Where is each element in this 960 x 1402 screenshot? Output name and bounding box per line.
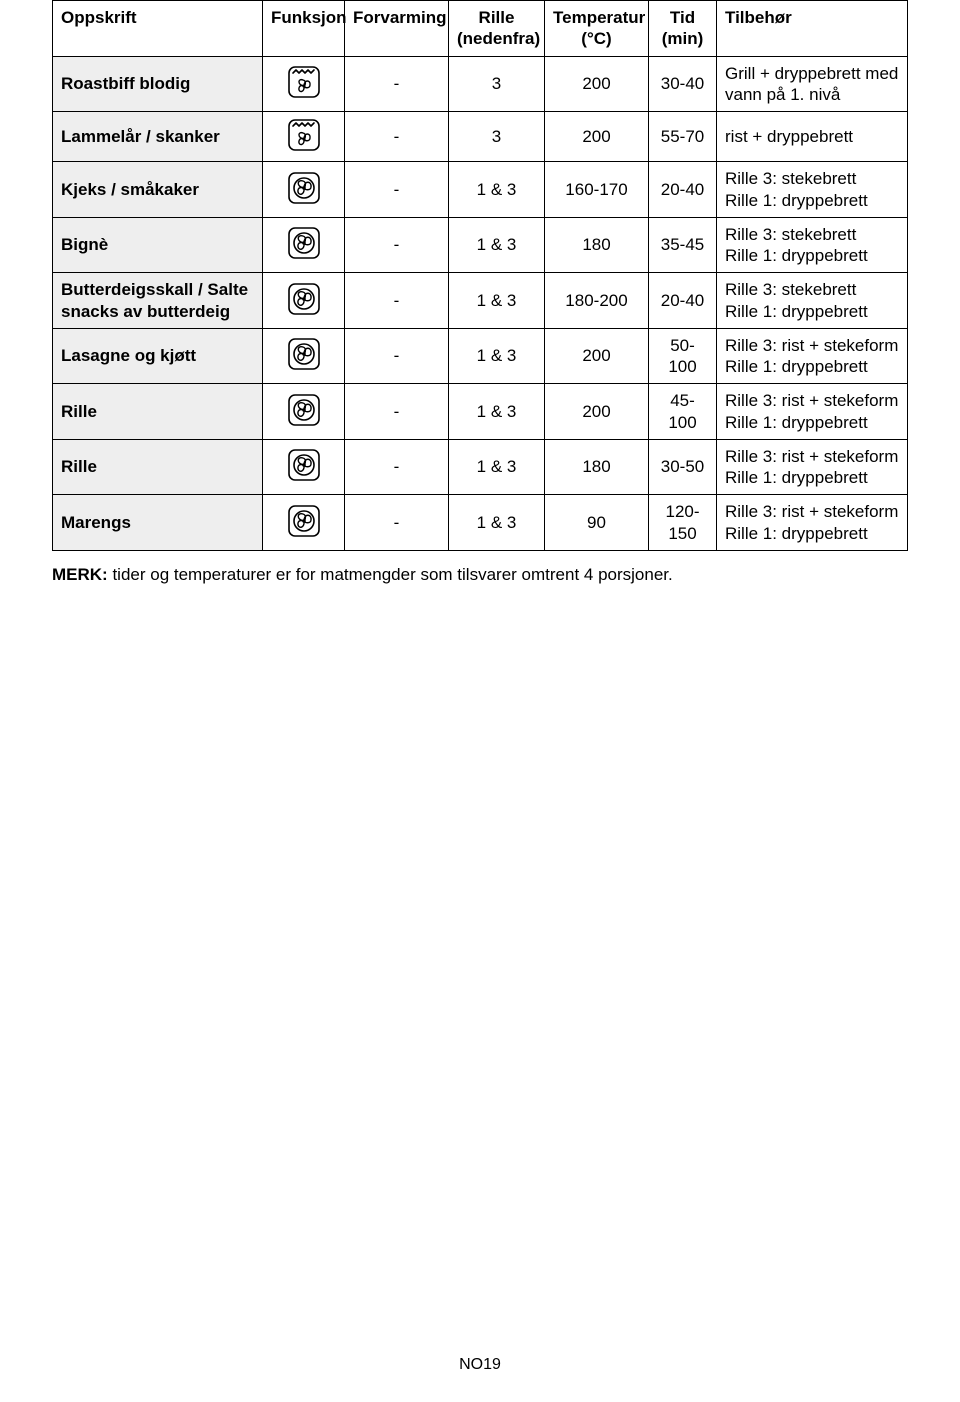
shelf-cell: 1 & 3 (449, 384, 545, 440)
preheat-cell: - (345, 217, 449, 273)
shelf-cell: 1 & 3 (449, 273, 545, 329)
table-row: Kjeks / småkaker -1 & 3160-17020-40Rille … (53, 162, 908, 218)
accessories-cell: Rille 3: stekebrettRille 1: dryppebrett (717, 217, 908, 273)
table-row: Roastbiff blodig -320030-40Grill + dryppe… (53, 56, 908, 112)
temp-cell: 90 (545, 495, 649, 551)
accessories-cell: Rille 3: rist + stekeformRille 1: dryppe… (717, 439, 908, 495)
shelf-cell: 1 & 3 (449, 439, 545, 495)
temp-cell: 180-200 (545, 273, 649, 329)
function-cell (263, 112, 345, 162)
col-accessories: Tilbehør (717, 1, 908, 57)
grill-fan-icon (287, 118, 321, 152)
recipe-cell: Lasagne og kjøtt (53, 328, 263, 384)
recipe-cell: Roastbiff blodig (53, 56, 263, 112)
function-cell (263, 384, 345, 440)
table-row: Rille -1 & 318030-50Rille 3: rist + steke… (53, 439, 908, 495)
time-cell: 120-150 (649, 495, 717, 551)
fan-icon (287, 504, 321, 538)
page: Oppskrift Funksjon Forvarming Rille (ned… (0, 0, 960, 1402)
time-cell: 55-70 (649, 112, 717, 162)
time-cell: 30-40 (649, 56, 717, 112)
fan-icon (287, 448, 321, 482)
shelf-cell: 1 & 3 (449, 162, 545, 218)
table-row: Butterdeigsskall / Salte snacks av butte… (53, 273, 908, 329)
fan-icon (287, 171, 321, 205)
shelf-cell: 1 & 3 (449, 328, 545, 384)
fan-icon (287, 282, 321, 316)
preheat-cell: - (345, 273, 449, 329)
fan-icon (287, 337, 321, 371)
function-cell (263, 217, 345, 273)
temp-cell: 200 (545, 384, 649, 440)
time-cell: 45-100 (649, 384, 717, 440)
accessories-cell: Grill + dryppebrett med vann på 1. nivå (717, 56, 908, 112)
shelf-cell: 1 & 3 (449, 217, 545, 273)
temp-cell: 180 (545, 217, 649, 273)
accessories-cell: Rille 3: rist + stekeformRille 1: dryppe… (717, 384, 908, 440)
preheat-cell: - (345, 439, 449, 495)
table-row: Marengs -1 & 390120-150Rille 3: rist + st… (53, 495, 908, 551)
preheat-cell: - (345, 56, 449, 112)
col-function: Funksjon (263, 1, 345, 57)
col-recipe: Oppskrift (53, 1, 263, 57)
function-cell (263, 328, 345, 384)
time-cell: 30-50 (649, 439, 717, 495)
time-cell: 35-45 (649, 217, 717, 273)
col-preheat: Forvarming (345, 1, 449, 57)
temp-cell: 200 (545, 328, 649, 384)
col-temp: Temperatur (°C) (545, 1, 649, 57)
preheat-cell: - (345, 112, 449, 162)
fan-icon (287, 226, 321, 260)
recipe-cell: Bignè (53, 217, 263, 273)
col-shelf: Rille (nedenfra) (449, 1, 545, 57)
preheat-cell: - (345, 162, 449, 218)
table-row: Lammelår / skanker -320055-70rist + drypp… (53, 112, 908, 162)
accessories-cell: Rille 3: rist + stekeformRille 1: dryppe… (717, 495, 908, 551)
table-header-row: Oppskrift Funksjon Forvarming Rille (ned… (53, 1, 908, 57)
recipe-cell: Rille (53, 384, 263, 440)
recipe-cell: Lammelår / skanker (53, 112, 263, 162)
time-cell: 20-40 (649, 273, 717, 329)
function-cell (263, 162, 345, 218)
function-cell (263, 439, 345, 495)
time-cell: 20-40 (649, 162, 717, 218)
accessories-cell: Rille 3: stekebrettRille 1: dryppebrett (717, 273, 908, 329)
temp-cell: 180 (545, 439, 649, 495)
temp-cell: 200 (545, 56, 649, 112)
function-cell (263, 495, 345, 551)
note-label: MERK: (52, 565, 108, 584)
recipe-cell: Butterdeigsskall / Salte snacks av butte… (53, 273, 263, 329)
preheat-cell: - (345, 384, 449, 440)
shelf-cell: 3 (449, 112, 545, 162)
time-cell: 50-100 (649, 328, 717, 384)
table-row: Lasagne og kjøtt -1 & 320050-100Rille 3: … (53, 328, 908, 384)
page-footer: NO19 (0, 1356, 960, 1374)
note-text: tider og temperaturer er for matmengder … (108, 565, 673, 584)
note: MERK: tider og temperaturer er for matme… (52, 565, 908, 585)
function-cell (263, 273, 345, 329)
accessories-cell: Rille 3: stekebrettRille 1: dryppebrett (717, 162, 908, 218)
preheat-cell: - (345, 328, 449, 384)
cooking-table: Oppskrift Funksjon Forvarming Rille (ned… (52, 0, 908, 551)
accessories-cell: rist + dryppebrett (717, 112, 908, 162)
col-time: Tid (min) (649, 1, 717, 57)
table-row: Rille -1 & 320045-100Rille 3: rist + stek… (53, 384, 908, 440)
recipe-cell: Marengs (53, 495, 263, 551)
function-cell (263, 56, 345, 112)
fan-icon (287, 393, 321, 427)
recipe-cell: Kjeks / småkaker (53, 162, 263, 218)
temp-cell: 200 (545, 112, 649, 162)
recipe-cell: Rille (53, 439, 263, 495)
grill-fan-icon (287, 65, 321, 99)
accessories-cell: Rille 3: rist + stekeformRille 1: dryppe… (717, 328, 908, 384)
shelf-cell: 3 (449, 56, 545, 112)
temp-cell: 160-170 (545, 162, 649, 218)
preheat-cell: - (345, 495, 449, 551)
shelf-cell: 1 & 3 (449, 495, 545, 551)
table-row: Bignè -1 & 318035-45Rille 3: stekebrettRi… (53, 217, 908, 273)
